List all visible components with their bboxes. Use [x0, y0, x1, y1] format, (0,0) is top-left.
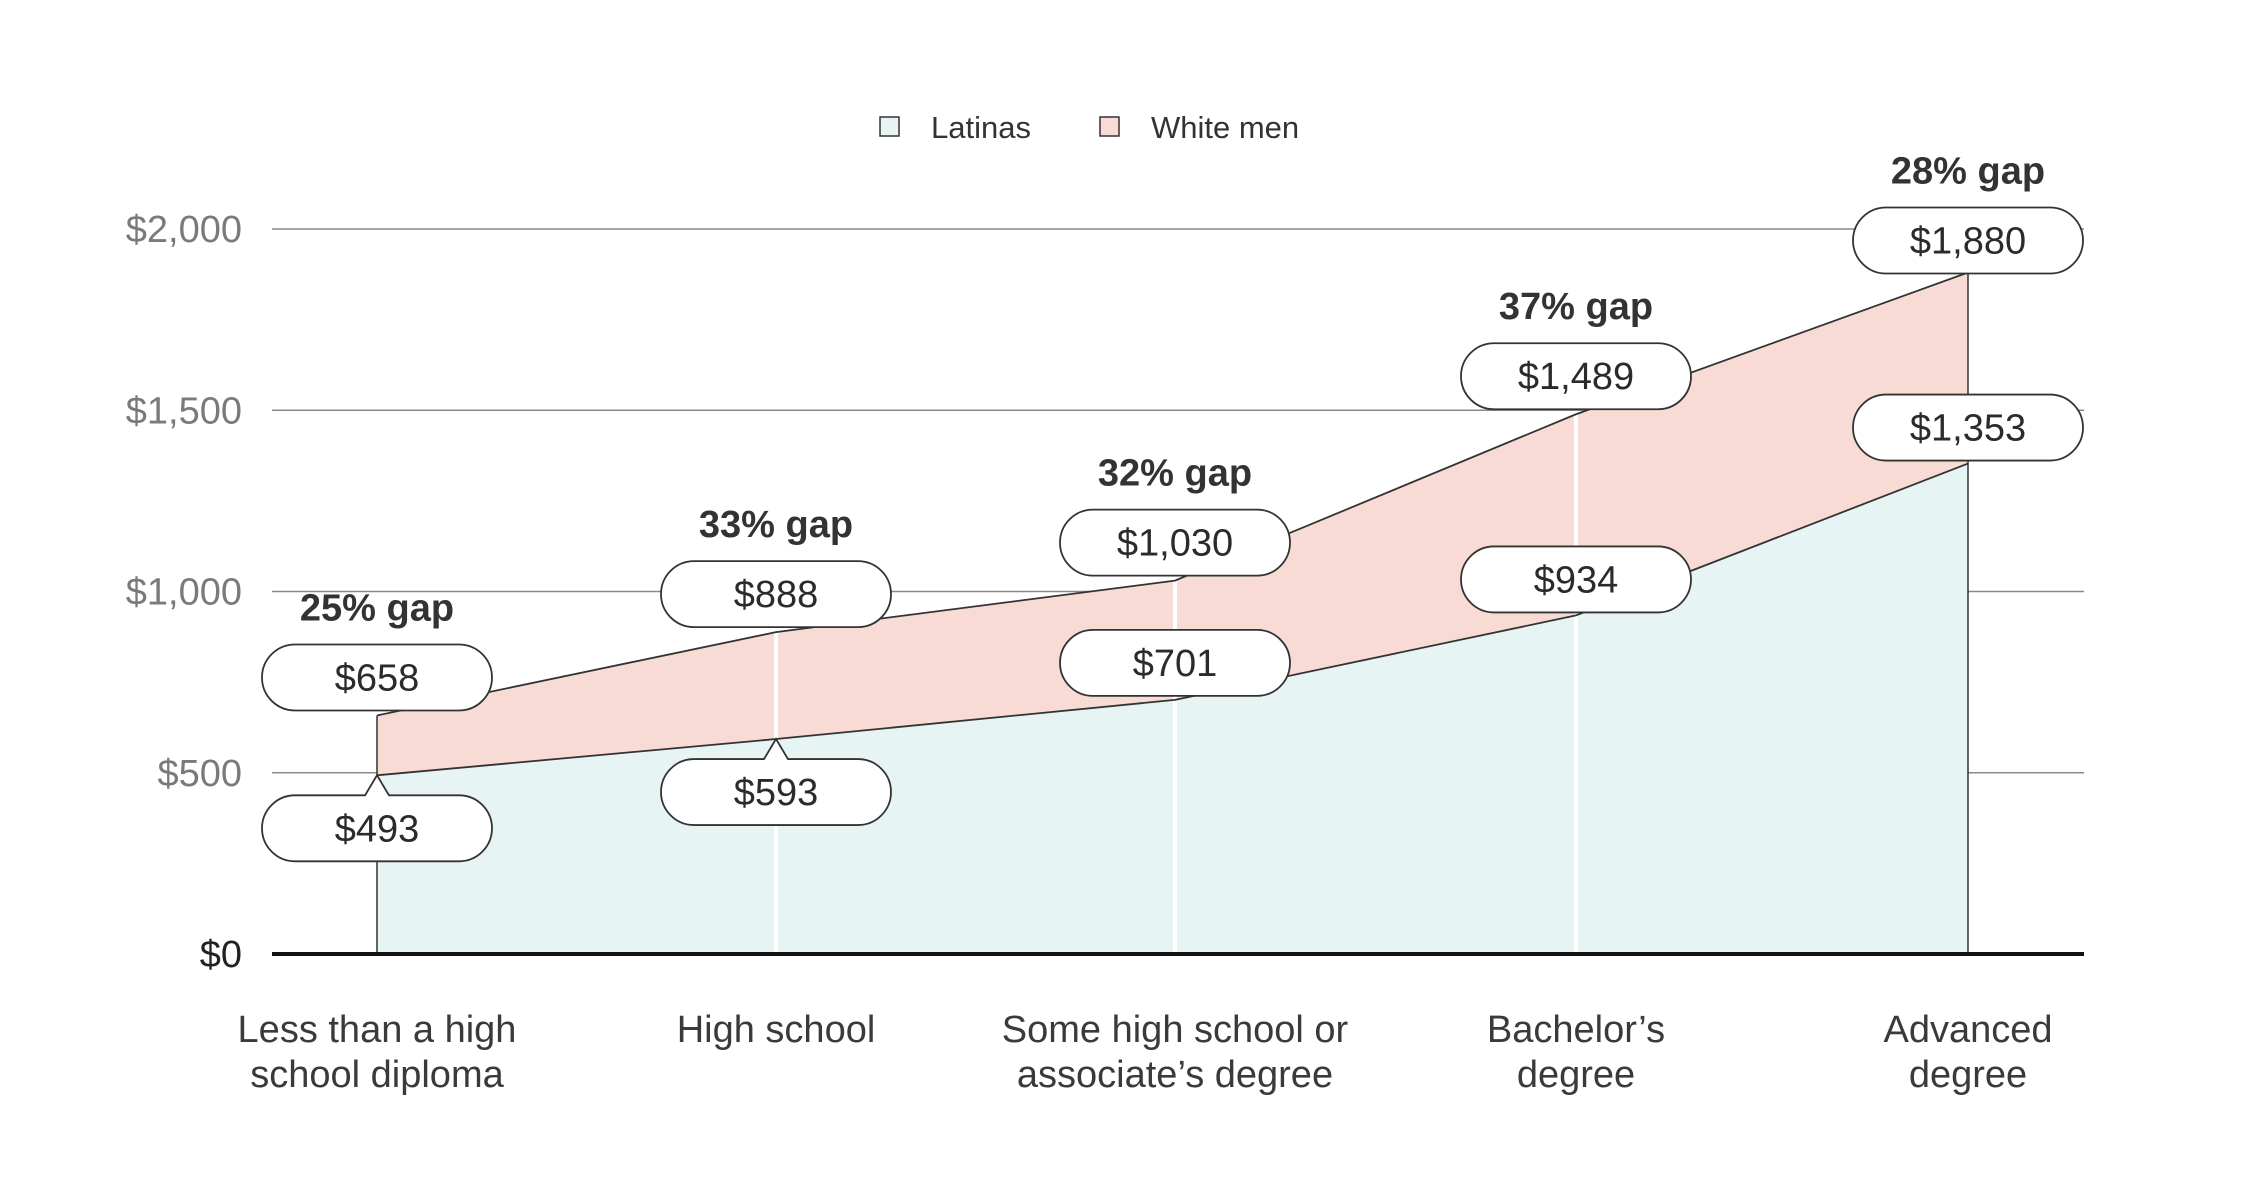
- legend-label: White men: [1151, 110, 1299, 145]
- legend-swatch: [879, 116, 900, 137]
- gap-label: 37% gap: [1499, 286, 1653, 328]
- value-labels: $658 25% gap $888 33% gap $1,030 32% gap $1,48…: [261, 151, 2084, 863]
- series-lines: [376, 271, 1969, 954]
- value-label-text: $1,880: [1910, 221, 2026, 263]
- value-label-text: $1,030: [1117, 523, 1233, 565]
- x-tick-label: Some high school or associate’s degree: [1002, 1009, 1349, 1096]
- value-label-box: [1460, 342, 1692, 411]
- y-tick-label: $2,000: [126, 209, 242, 251]
- latinas-value-label: $593: [660, 737, 892, 826]
- x-axis: Less than a high school diploma High schoo…: [238, 952, 2084, 1096]
- gap-label: 32% gap: [1098, 453, 1252, 495]
- gap-label: 25% gap: [300, 587, 454, 629]
- x-tick-label: Bachelor’s degree: [1487, 1009, 1665, 1096]
- value-label-text: $934: [1534, 559, 1619, 601]
- value-label-text: $658: [335, 657, 420, 699]
- gap-label: 33% gap: [699, 504, 853, 546]
- gap-label: 28% gap: [1891, 151, 2045, 193]
- y-axis: $0 $500 $1,000 $1,500 $2,000: [126, 209, 242, 976]
- y-tick-label: $1,500: [126, 390, 242, 432]
- value-label-box: [660, 560, 892, 628]
- latinas-value-label: $701: [1059, 628, 1291, 697]
- y-tick-label: $1,000: [126, 572, 242, 614]
- legend-item: White men: [1099, 110, 1299, 145]
- value-label-box: [1852, 393, 2084, 462]
- white-men-value-label: $1,489: [1460, 342, 1692, 411]
- value-label-box: [660, 737, 892, 826]
- value-label-box: [1852, 206, 2084, 275]
- white-men-value-label: $888: [660, 560, 892, 628]
- value-label-text: $593: [734, 772, 819, 814]
- value-label-text: $1,353: [1910, 408, 2026, 450]
- white-men-value-label: $1,030: [1059, 508, 1291, 577]
- x-tick-label: Advanced degree: [1883, 1009, 2052, 1096]
- value-label-box: [261, 643, 493, 712]
- latinas-value-label: $1,353: [1852, 393, 2084, 462]
- legend-swatch: [1099, 116, 1120, 137]
- latinas-value-label: $493: [261, 773, 493, 863]
- value-label-text: $493: [335, 808, 420, 850]
- x-tick-label: High school: [677, 1009, 876, 1051]
- white-men-value-label: $1,880: [1852, 206, 2084, 275]
- y-tick-label: $500: [157, 753, 242, 795]
- latinas-line: [376, 462, 1969, 777]
- white-men-line: [376, 271, 1969, 717]
- x-tick-label: Less than a high school diploma: [238, 1009, 517, 1096]
- value-label-text: $888: [734, 574, 819, 616]
- area-series: [377, 272, 1968, 954]
- y-tick-label: $0: [200, 934, 242, 976]
- value-label-box: [1460, 545, 1692, 614]
- value-label-box: [1059, 628, 1291, 697]
- value-label-text: $701: [1133, 643, 1218, 685]
- latinas-value-label: $934: [1460, 545, 1692, 614]
- white-men-value-label: $658: [261, 643, 493, 712]
- legend-item: Latinas: [879, 110, 1031, 145]
- value-label-box: [1059, 508, 1291, 577]
- legend: Latinas White men: [879, 110, 1299, 145]
- legend-label: Latinas: [931, 110, 1031, 145]
- value-label-box: [261, 773, 493, 863]
- value-label-text: $1,489: [1518, 356, 1634, 398]
